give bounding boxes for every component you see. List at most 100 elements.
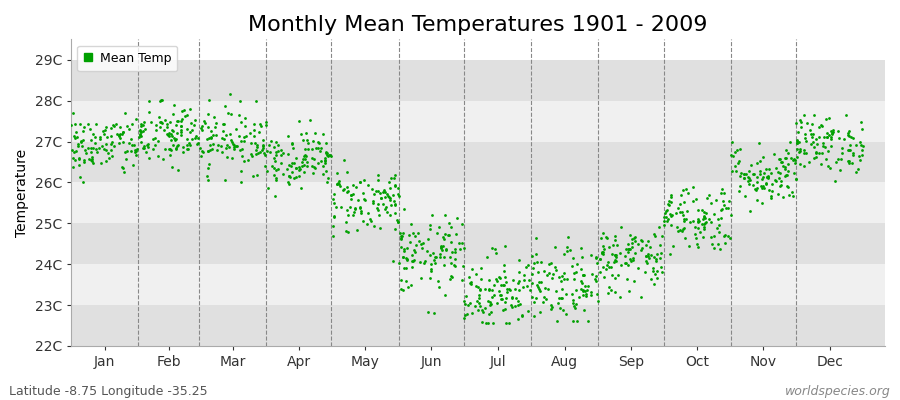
Point [853, 139, 868, 145]
Point [501, 286, 516, 292]
Point [148, 127, 163, 133]
Point [337, 186, 351, 192]
Point [600, 262, 615, 269]
Point [407, 246, 421, 253]
Point [68, 157, 83, 164]
Point [284, 163, 299, 169]
Point [216, 121, 230, 127]
Point [281, 179, 295, 186]
Point [108, 121, 122, 127]
Point [663, 251, 678, 257]
Point [104, 141, 118, 147]
Point [329, 170, 344, 176]
Point [609, 252, 624, 258]
Point [662, 211, 677, 218]
Point [756, 154, 770, 160]
Point [641, 252, 655, 259]
Point [793, 117, 807, 124]
Point [266, 165, 281, 171]
Point [361, 182, 375, 188]
Point [739, 171, 753, 177]
Point [706, 211, 721, 218]
Point [641, 238, 655, 244]
Point [531, 279, 545, 285]
Point [455, 240, 470, 247]
Point [340, 229, 355, 235]
Point [428, 260, 443, 266]
Point [529, 234, 544, 241]
Point [551, 300, 565, 306]
Point [264, 138, 278, 145]
Point [721, 205, 735, 212]
Point [383, 212, 398, 218]
Point [716, 206, 730, 213]
Point [254, 123, 268, 130]
Point [357, 196, 372, 203]
Point [141, 155, 156, 162]
Point [393, 233, 408, 239]
Point [356, 190, 371, 196]
Point [128, 149, 142, 156]
Point [595, 249, 609, 255]
Point [542, 261, 556, 267]
Point [620, 246, 634, 252]
Point [311, 144, 326, 151]
Point [346, 212, 360, 218]
Point [502, 287, 517, 293]
Point [623, 256, 637, 262]
Point [76, 142, 90, 149]
Point [573, 245, 588, 251]
Point [318, 157, 332, 163]
Point [348, 204, 363, 211]
Point [234, 179, 248, 186]
Point [153, 119, 167, 125]
Point [423, 275, 437, 281]
Point [307, 164, 321, 170]
Point [390, 217, 404, 224]
Bar [71, 305, 885, 346]
Point [726, 152, 741, 159]
Point [824, 134, 838, 140]
Point [470, 298, 484, 304]
Point [768, 177, 782, 184]
Point [371, 206, 385, 213]
Point [596, 264, 610, 270]
Point [326, 196, 340, 202]
Point [427, 310, 441, 316]
Point [146, 146, 160, 152]
Point [253, 121, 267, 128]
Point [320, 175, 335, 181]
Point [556, 307, 571, 314]
Point [129, 151, 143, 158]
Point [842, 133, 857, 139]
Point [754, 182, 769, 189]
Point [421, 236, 436, 242]
Point [802, 158, 816, 165]
Point [648, 256, 662, 262]
Point [442, 232, 456, 239]
Point [836, 136, 850, 142]
Point [319, 155, 333, 162]
Point [841, 132, 855, 138]
Point [197, 118, 211, 125]
Point [631, 264, 645, 271]
Point [533, 288, 547, 294]
Point [189, 132, 203, 139]
Point [567, 303, 581, 310]
Point [450, 215, 464, 222]
Point [122, 140, 137, 146]
Point [137, 142, 151, 149]
Point [392, 193, 406, 200]
Point [133, 122, 148, 129]
Point [296, 156, 310, 162]
Point [842, 158, 856, 164]
Point [168, 136, 183, 142]
Point [428, 256, 442, 263]
Point [250, 172, 265, 178]
Point [249, 98, 264, 104]
Point [644, 252, 658, 258]
Point [556, 269, 571, 276]
Point [222, 144, 237, 150]
Point [194, 125, 208, 132]
Point [499, 320, 513, 327]
